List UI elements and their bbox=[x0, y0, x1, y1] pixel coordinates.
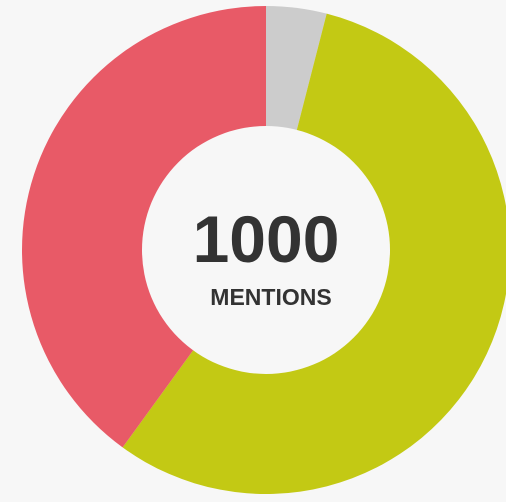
center-label: MENTIONS bbox=[210, 284, 331, 310]
center-value: 1000 bbox=[193, 202, 340, 276]
donut-hole bbox=[142, 126, 390, 374]
donut-slice bbox=[22, 6, 267, 448]
